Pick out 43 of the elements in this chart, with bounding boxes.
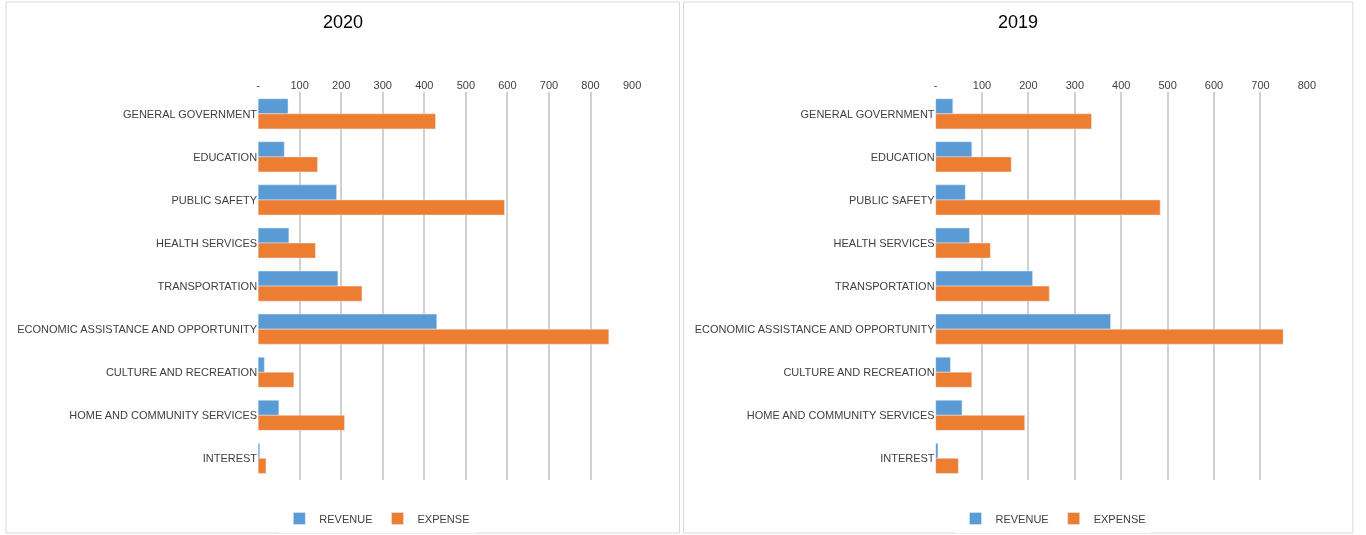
- x-tick-label: 100: [290, 79, 309, 92]
- x-tick-label: 900: [622, 79, 642, 92]
- legend-label: EXPENSE: [417, 512, 470, 525]
- y-tick-label: CULTURE AND RECREATION: [105, 366, 258, 379]
- y-tick-label: EDUCATION: [870, 150, 935, 163]
- y-tick-label: PUBLIC SAFETY: [849, 193, 936, 206]
- legend-label: REVENUE: [995, 512, 1049, 525]
- y-tick-label: CULTURE AND RECREATION: [783, 366, 935, 379]
- x-tick-label: 500: [456, 79, 476, 92]
- y-tick-label: EDUCATION: [193, 150, 258, 163]
- y-tick-label: GENERAL GOVERNMENT: [800, 107, 935, 120]
- x-tick-label: 200: [332, 79, 351, 92]
- chart-title: 2020: [323, 12, 364, 32]
- x-tick-label: 200: [1019, 79, 1038, 92]
- y-tick-label: TRANSPORTATION: [834, 279, 935, 292]
- x-tick-label: -: [933, 79, 938, 92]
- x-tick-label: 600: [498, 79, 517, 92]
- y-tick-label: TRANSPORTATION: [157, 279, 258, 292]
- legend-label: REVENUE: [319, 512, 373, 525]
- x-tick-label: 300: [1065, 79, 1084, 92]
- x-tick-label: 500: [1158, 79, 1177, 92]
- x-tick-label: 400: [415, 79, 434, 92]
- y-tick-label: GENERAL GOVERNMENT: [123, 107, 258, 120]
- x-tick-label: 100: [972, 79, 992, 92]
- legend-label: EXPENSE: [1093, 512, 1146, 525]
- y-tick-label: HOME AND COMMUNITY SERVICES: [746, 409, 935, 422]
- x-tick-label: 300: [373, 79, 392, 92]
- x-tick-label: 800: [581, 79, 600, 92]
- x-tick-label: 800: [1297, 79, 1317, 92]
- y-tick-label: HEALTH SERVICES: [833, 236, 935, 249]
- y-tick-label: ECONOMIC ASSISTANCE AND OPPORTUNITY: [17, 323, 258, 336]
- y-tick-label: INTEREST: [880, 452, 935, 465]
- y-tick-label: INTEREST: [202, 452, 258, 465]
- y-tick-label: HEALTH SERVICES: [156, 236, 258, 249]
- chart-title: 2019: [998, 12, 1039, 32]
- y-tick-label: PUBLIC SAFETY: [171, 193, 258, 206]
- y-tick-label: ECONOMIC ASSISTANCE AND OPPORTUNITY: [694, 323, 936, 336]
- x-tick-label: 400: [1112, 79, 1131, 92]
- x-tick-label: 700: [539, 79, 559, 92]
- x-tick-label: -: [256, 79, 261, 92]
- y-tick-label: HOME AND COMMUNITY SERVICES: [69, 409, 258, 422]
- x-tick-label: 700: [1251, 79, 1270, 92]
- x-tick-label: 600: [1204, 79, 1224, 92]
